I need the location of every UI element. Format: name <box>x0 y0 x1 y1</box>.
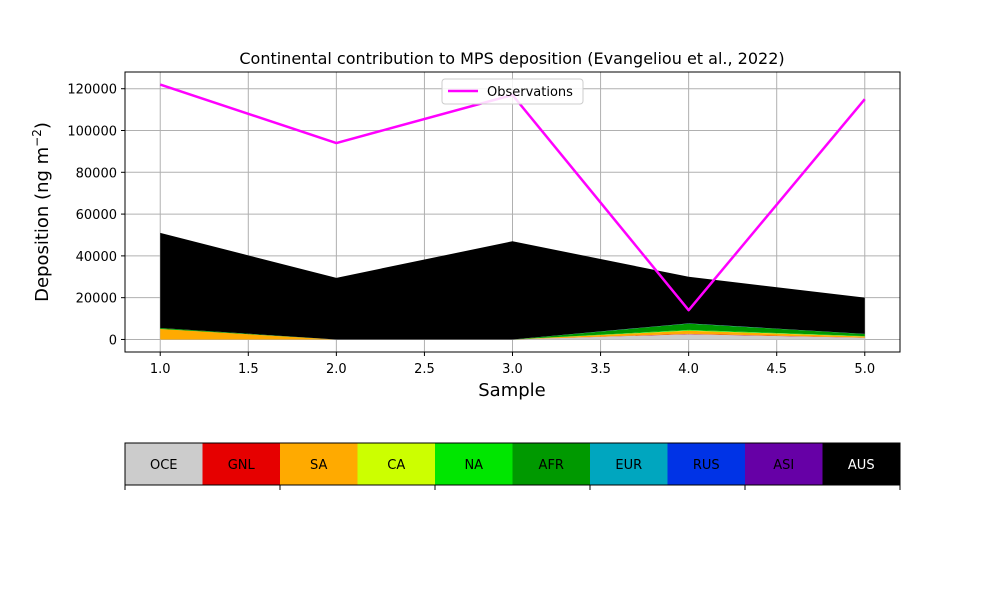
colorbar-label-asi: ASI <box>773 458 794 473</box>
colorbar-label-sa: SA <box>310 458 327 473</box>
x-tick-label: 3.0 <box>502 362 523 377</box>
colorbar-label-gnl: GNL <box>228 458 256 473</box>
colorbar-segment-asi <box>745 443 823 485</box>
area-oce <box>160 334 865 340</box>
y-axis-label-exponent: −2 <box>30 129 44 147</box>
area-sa <box>160 329 865 340</box>
x-tick-label: 2.5 <box>414 362 435 377</box>
stacked-areas <box>160 232 865 340</box>
colorbar-segment-ca <box>357 443 436 485</box>
y-tick-label: 120000 <box>67 83 117 98</box>
colorbar-label-rus: RUS <box>693 458 720 473</box>
colorbar-segment-afr <box>512 443 591 485</box>
area-aus <box>160 232 865 340</box>
x-tick-label: 1.0 <box>150 362 171 377</box>
legend-observations-label: Observations <box>487 85 573 100</box>
x-tick-label: 2.0 <box>326 362 347 377</box>
colorbar-segment-oce <box>125 443 203 485</box>
colorbar-segment-eur <box>590 443 668 485</box>
colorbar-label-ca: CA <box>387 458 405 473</box>
colorbar-segment-rus <box>667 443 746 485</box>
area-afr <box>160 323 865 340</box>
y-tick-label: 80000 <box>76 166 117 181</box>
colorbar-label-oce: OCE <box>150 458 178 473</box>
x-axis-label: Sample <box>478 380 546 401</box>
x-tick-label: 3.5 <box>590 362 611 377</box>
y-tick-label: 20000 <box>76 292 117 307</box>
x-tick-label: 4.5 <box>766 362 787 377</box>
y-tick-label: 40000 <box>76 250 117 265</box>
y-tick-label: 100000 <box>67 125 117 140</box>
colorbar-label-afr: AFR <box>539 458 564 473</box>
y-axis-label-close: ) <box>32 122 53 129</box>
colorbar-segment-gnl <box>202 443 281 485</box>
colorbar-segment-aus <box>822 443 901 485</box>
y-axis-ticks: 0 20000 40000 60000 80000 100000 120000 <box>67 83 125 348</box>
y-tick-label: 0 <box>109 333 117 348</box>
legend: Observations <box>441 78 584 105</box>
x-tick-label: 5.0 <box>854 362 875 377</box>
colorbar-segment-sa <box>280 443 358 485</box>
chart-title: Continental contribution to MPS depositi… <box>239 49 784 68</box>
y-axis-label-main: Deposition (ng m <box>32 147 53 302</box>
y-tick-label: 60000 <box>76 208 117 223</box>
x-tick-label: 4.0 <box>678 362 699 377</box>
colorbar-label-eur: EUR <box>615 458 642 473</box>
x-tick-label: 1.5 <box>238 362 259 377</box>
region-colorbar: OCE GNL SA CA NA AFR EUR RUS ASI AUS <box>124 442 901 490</box>
colorbar-segment-na <box>435 443 513 485</box>
legend-box <box>441 78 584 105</box>
colorbar-frame <box>124 442 901 486</box>
colorbar-label-aus: AUS <box>848 458 875 473</box>
y-axis-label: Deposition (ng m−2) <box>30 122 53 302</box>
colorbar-label-na: NA <box>464 458 483 473</box>
x-axis-ticks: 1.0 1.5 2.0 2.5 3.0 3.5 4.0 4.5 5.0 <box>150 352 875 377</box>
